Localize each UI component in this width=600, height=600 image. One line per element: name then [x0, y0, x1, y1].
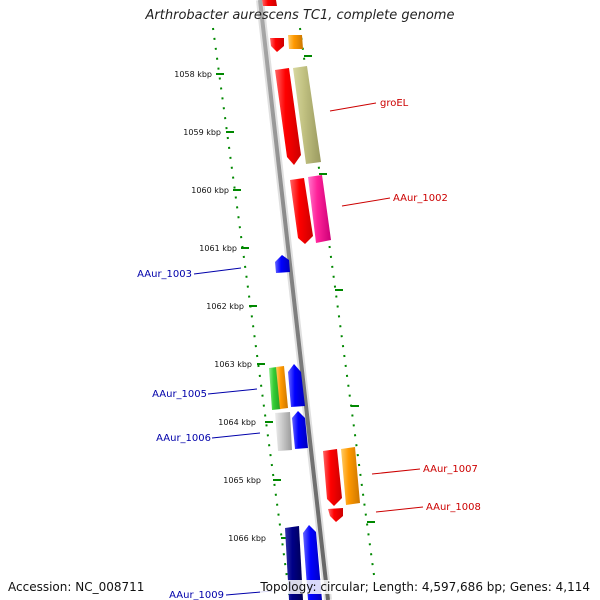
gene-red-groEL-left	[275, 68, 301, 165]
label-AAur_1003: AAur_1003	[137, 269, 192, 280]
tick-label: 1064 kbp	[218, 418, 256, 427]
label-AAur_1006: AAur_1006	[156, 433, 211, 444]
gene-red-1002-left	[290, 178, 313, 244]
leader-AAur_1002	[341, 197, 391, 207]
tick-marks	[216, 73, 289, 539]
label-AAur_1002: AAur_1002	[393, 193, 448, 204]
tick-label: 1066 kbp	[228, 534, 266, 543]
gene-top-red-arrow	[270, 38, 284, 52]
gene-AAur_1006	[292, 411, 308, 449]
gene-AAur_1005	[288, 364, 305, 407]
leader-AAur_1006	[211, 432, 261, 439]
gene-AAur_1007	[341, 447, 360, 505]
leader-groEL	[329, 102, 377, 112]
tick-label: 1060 kbp	[191, 186, 229, 195]
gene-top-red	[262, 0, 277, 6]
map-title: Arthrobacter aurescens TC1, complete gen…	[145, 8, 455, 23]
tick-label: 1065 kbp	[223, 476, 261, 485]
gene-AAur_1002	[308, 175, 331, 243]
tick-label: 1062 kbp	[206, 302, 244, 311]
tick-label: 1063 kbp	[214, 360, 252, 369]
tick-marks-inner	[304, 55, 375, 523]
gene-AAur_1003	[275, 255, 290, 273]
label-AAur_1005: AAur_1005	[152, 389, 207, 400]
tick-label: 1061 kbp	[199, 244, 237, 253]
leader-AAur_1008	[375, 506, 424, 513]
tick-ring-outer	[212, 27, 291, 600]
tick-labels: 1058 kbp 1059 kbp 1060 kbp 1061 kbp 1062…	[174, 70, 266, 543]
label-AAur_1007: AAur_1007	[423, 464, 478, 475]
genome-summary-text: Topology: circular; Length: 4,597,686 bp…	[260, 580, 590, 594]
tick-label: 1059 kbp	[183, 128, 221, 137]
gene-gray-1006	[275, 412, 292, 451]
leader-AAur_1007	[371, 468, 421, 475]
genome-backbone-core	[258, 0, 330, 600]
label-AAur_1009: AAur_1009	[169, 590, 224, 600]
label-groEL: groEL	[380, 98, 409, 109]
gene-red-1007	[323, 449, 342, 506]
leader-AAur_1003	[193, 267, 242, 275]
label-AAur_1008: AAur_1008	[426, 502, 481, 513]
tick-label: 1058 kbp	[174, 70, 212, 79]
accession-text: Accession: NC_008711	[8, 580, 145, 594]
leader-AAur_1005	[207, 388, 258, 395]
gene-AAur_1008	[328, 508, 343, 522]
gene-top-orange	[288, 35, 303, 49]
gene-groEL	[293, 66, 321, 164]
gene-orange-1005	[276, 366, 288, 409]
